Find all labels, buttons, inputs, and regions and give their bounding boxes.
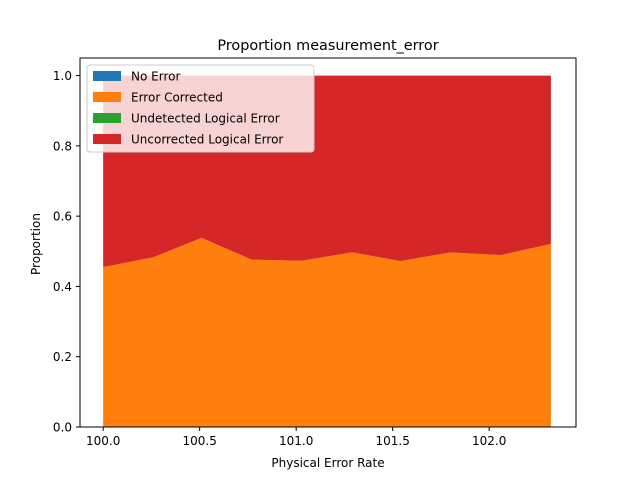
plot-frame xyxy=(79,57,577,428)
legend-swatch xyxy=(93,134,121,144)
x-tick-label: 100.0 xyxy=(86,434,120,448)
x-tick-label: 100.5 xyxy=(182,434,216,448)
legend-label: Uncorrected Logical Error xyxy=(131,133,283,147)
y-axis-label: Proportion xyxy=(29,213,43,275)
x-tick-label: 101.5 xyxy=(375,434,409,448)
legend-label: Error Corrected xyxy=(131,91,223,105)
legend-swatch xyxy=(93,71,121,81)
y-tick-label: 0.4 xyxy=(53,280,72,294)
x-axis: 100.0 100.5 101.0 101.5 102.0 xyxy=(86,427,506,448)
y-axis: 0.0 0.2 0.4 0.6 0.8 1.0 xyxy=(53,69,80,435)
y-tick-label: 0.8 xyxy=(53,139,72,153)
y-tick-label: 0.2 xyxy=(53,350,72,364)
chart-title: Proportion measurement_error xyxy=(217,38,438,54)
legend-swatch xyxy=(93,113,121,123)
y-tick-label: 0.6 xyxy=(53,210,72,224)
legend-label: Undetected Logical Error xyxy=(131,112,280,126)
legend-label: No Error xyxy=(131,70,180,84)
y-tick-label: 0.0 xyxy=(53,421,72,435)
legend-swatch xyxy=(93,92,121,102)
area-error-corrected xyxy=(103,237,551,427)
x-axis-label: Physical Error Rate xyxy=(271,456,384,470)
legend: No Error Error Corrected Undetected Logica… xyxy=(86,64,315,153)
y-tick-label: 1.0 xyxy=(53,69,72,83)
x-tick-label: 102.0 xyxy=(472,434,506,448)
legend-box xyxy=(86,64,315,153)
x-tick-label: 101.0 xyxy=(279,434,313,448)
